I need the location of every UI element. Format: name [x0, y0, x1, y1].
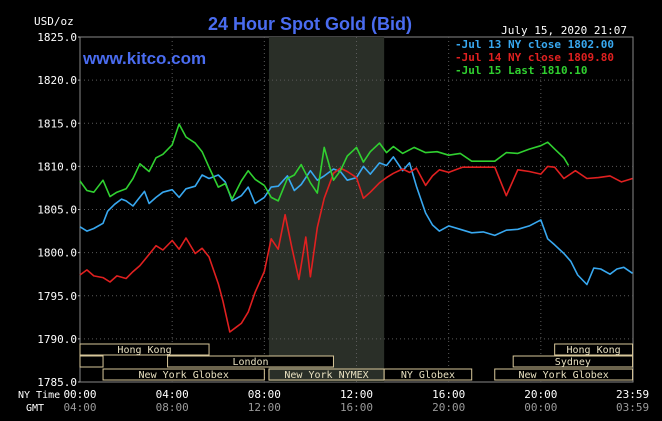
- y-tick-label: 1825.0: [37, 31, 77, 44]
- x-tick-label-gmt: 08:00: [156, 401, 189, 414]
- x-tick-label-ny: 12:00: [340, 388, 373, 401]
- y-tick-label: 1790.0: [37, 333, 77, 346]
- session-box: [102, 368, 265, 381]
- session-band: Sydney: [512, 355, 634, 368]
- x-tick-label-ny: 04:00: [156, 388, 189, 401]
- session-box: [494, 368, 634, 381]
- y-tick-label: 1795.0: [37, 290, 77, 303]
- site-url: www.kitco.com: [82, 49, 206, 68]
- session-box: [512, 355, 634, 368]
- session-label: New York Globex: [139, 370, 229, 381]
- session-band: New York Globex: [494, 368, 634, 381]
- session-label: London: [232, 357, 268, 368]
- x-tick-label-ny: 23:59: [616, 388, 649, 401]
- session-label: New York NYMEX: [284, 370, 368, 381]
- series-line: [79, 123, 570, 202]
- x-tick-label-gmt: 00:00: [524, 401, 557, 414]
- session-box: [79, 355, 104, 368]
- session-box: [167, 355, 334, 368]
- session-band: NY Globex: [383, 368, 473, 381]
- session-label: Sydney: [555, 357, 591, 368]
- session-label: Hong Kong: [117, 345, 171, 356]
- series-line: [79, 156, 633, 286]
- x-tick-label-gmt: 16:00: [340, 401, 373, 414]
- session-bands: Hong Kong Hong Kong London Sydney New York G…: [79, 343, 634, 381]
- x-tick-label-ny: 08:00: [248, 388, 281, 401]
- session-band: London: [167, 355, 334, 368]
- x-tick-label-ny: 16:00: [432, 388, 465, 401]
- legend-entry: -Jul 15 Last 1810.10: [455, 64, 587, 77]
- x-tick-label-gmt: 20:00: [432, 401, 465, 414]
- y-tick-label: 1800.0: [37, 247, 77, 260]
- session-band: Hong Kong: [79, 343, 210, 356]
- axes: 1825.0 1820.0 1815.0 1810.0 1805.0 1800.0 1795…: [37, 31, 649, 414]
- y-tick-label: 1810.0: [37, 160, 77, 173]
- session-band: [79, 355, 104, 368]
- x-tick-label-gmt: 03:59: [616, 401, 649, 414]
- session-band: New York Globex: [102, 368, 265, 381]
- x-tick-label-gmt: 04:00: [63, 401, 96, 414]
- session-box: [79, 343, 210, 356]
- nymex-shade-rect: [268, 37, 385, 382]
- session-label: Hong Kong: [567, 345, 621, 356]
- grid: [80, 37, 633, 382]
- session-box: [554, 343, 634, 356]
- session-band: Hong Kong: [554, 343, 634, 356]
- x-tick-label-ny: 00:00: [63, 388, 96, 401]
- session-label: NY Globex: [401, 370, 455, 381]
- x-tick-label-gmt: 12:00: [248, 401, 281, 414]
- legend: -Jul 13 NY close 1802.00-Jul 14 NY close…: [455, 38, 614, 77]
- session-label: New York Globex: [518, 370, 608, 381]
- x-row-label-ny: NY Time: [18, 390, 60, 401]
- series-lines: [79, 123, 633, 333]
- y-tick-label: 1805.0: [37, 204, 77, 217]
- x-row-label-gmt: GMT: [26, 403, 44, 414]
- timestamp: July 15, 2020 21:07: [501, 24, 627, 37]
- y-tick-label: 1820.0: [37, 74, 77, 87]
- y-axis-unit: USD/oz: [34, 15, 74, 28]
- y-tick-label: 1785.0: [37, 376, 77, 389]
- chart-title: 24 Hour Spot Gold (Bid): [208, 14, 412, 34]
- session-band: New York NYMEX: [268, 368, 385, 381]
- legend-entry: -Jul 14 NY close 1809.80: [455, 51, 614, 64]
- legend-entry: -Jul 13 NY close 1802.00: [455, 38, 614, 51]
- session-box: [383, 368, 473, 381]
- x-tick-label-ny: 20:00: [524, 388, 557, 401]
- nymex-shade: [268, 37, 385, 382]
- y-tick-label: 1815.0: [37, 117, 77, 130]
- series-line: [79, 165, 633, 333]
